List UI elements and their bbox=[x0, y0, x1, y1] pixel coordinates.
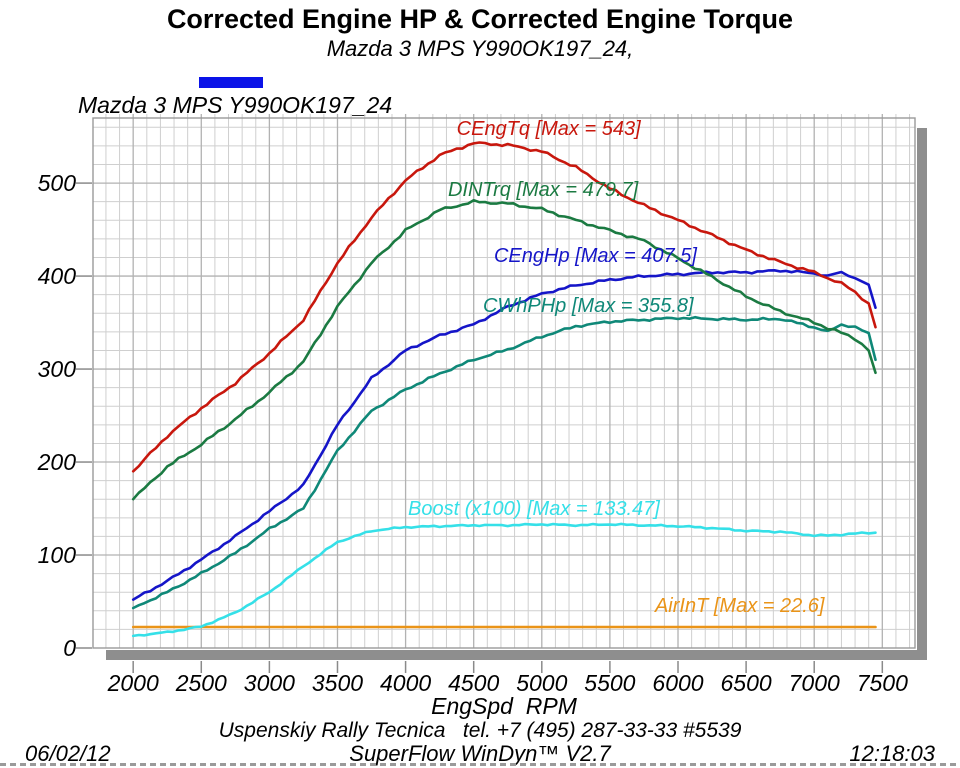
page-bottom-dashed-border bbox=[0, 763, 960, 766]
plot-shadow-right bbox=[917, 128, 927, 660]
chart-title: Corrected Engine HP & Corrected Engine T… bbox=[166, 4, 794, 34]
curve-dintrq bbox=[131, 198, 877, 501]
footer-software-version: SuperFlow WinDyn™ V2.7 bbox=[349, 741, 611, 766]
curve-cengtq bbox=[131, 141, 877, 473]
plot-shadow-bottom bbox=[106, 650, 927, 660]
plot-drop-shadow bbox=[106, 128, 927, 660]
curves bbox=[131, 141, 877, 638]
x-axis-title: EngSpd RPM bbox=[431, 693, 577, 719]
curve-boost bbox=[131, 522, 877, 638]
gridlines bbox=[93, 114, 915, 648]
legend-run-label: Mazda 3 MPS Y990OK197_24 bbox=[78, 92, 393, 118]
curve-cenghp bbox=[131, 269, 877, 601]
footer-date: 06/02/12 bbox=[25, 741, 111, 766]
curve-cwhphp bbox=[131, 315, 877, 610]
footer-time: 12:18:03 bbox=[849, 741, 935, 766]
plot-frame bbox=[92, 117, 916, 649]
footer-shop-info: Uspenskiy Rally Tecnica tel. +7 (495) 28… bbox=[218, 719, 742, 742]
legend-swatch bbox=[199, 77, 263, 88]
axes bbox=[76, 117, 916, 673]
chart-subtitle: Mazda 3 MPS Y990OK197_24, bbox=[326, 36, 634, 61]
